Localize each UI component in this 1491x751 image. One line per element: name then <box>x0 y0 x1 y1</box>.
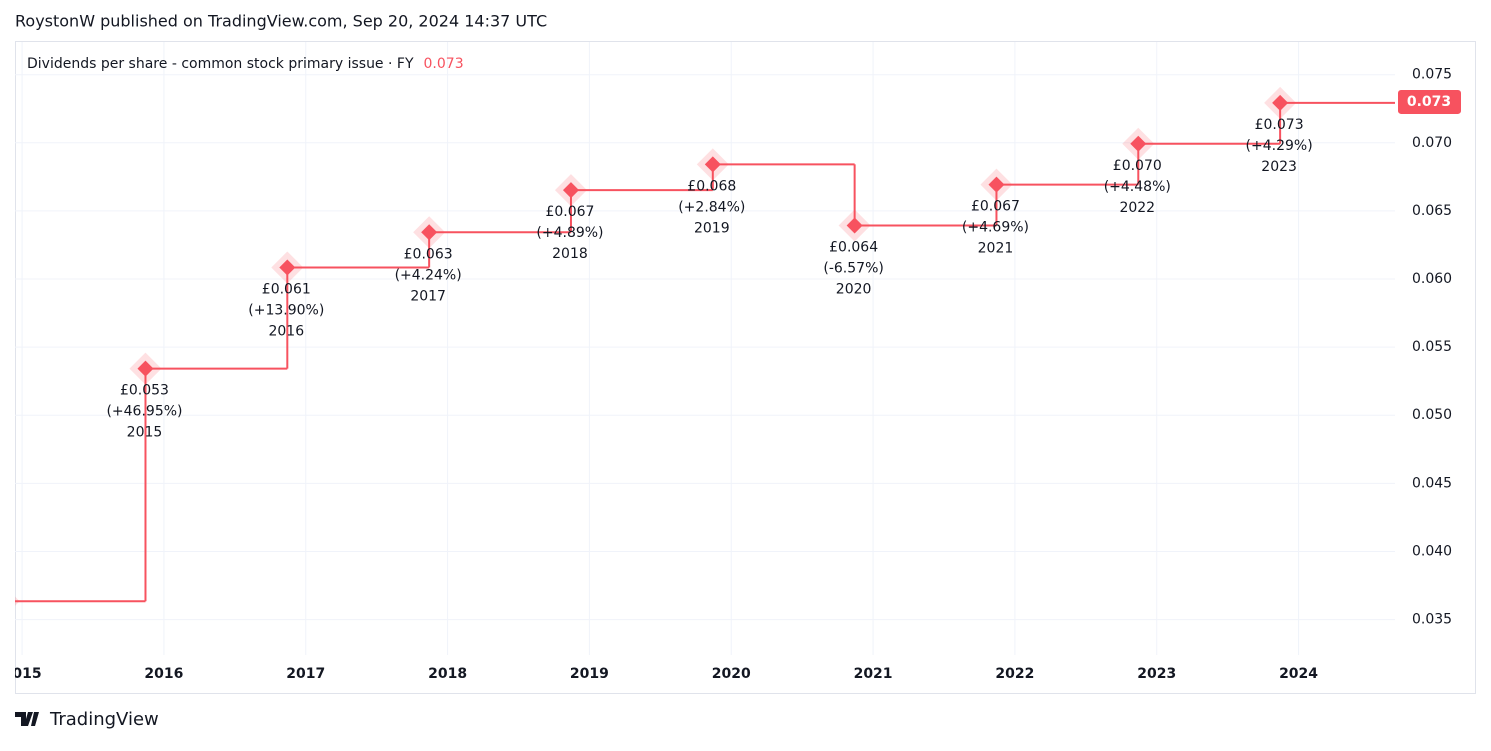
y-tick-label: 0.075 <box>1412 67 1452 83</box>
marker <box>421 224 438 241</box>
value-label: £0.073 <box>1255 117 1304 133</box>
chart-frame <box>15 41 1476 694</box>
x-tick-label: 2016 <box>144 666 183 682</box>
x-tick-label: 2024 <box>1279 666 1318 682</box>
legend-value: 0.073 <box>424 56 464 72</box>
year-label: 2019 <box>694 220 730 236</box>
marker <box>137 360 154 377</box>
change-label: (+4.48%) <box>1104 179 1171 195</box>
marker <box>988 176 1005 193</box>
year-label: 2021 <box>978 241 1014 257</box>
marker <box>1130 135 1147 152</box>
year-label: 2015 <box>127 425 163 441</box>
change-label: (+4.89%) <box>536 225 603 241</box>
value-label: £0.067 <box>971 199 1020 215</box>
year-label: 2020 <box>836 281 872 297</box>
value-label: £0.064 <box>829 239 878 255</box>
grid <box>15 42 1395 655</box>
marker <box>1272 94 1289 111</box>
year-label: 2017 <box>410 288 446 304</box>
value-label: £0.053 <box>120 383 169 399</box>
y-tick-label: 0.040 <box>1412 543 1452 559</box>
value-label: £0.067 <box>545 204 594 220</box>
change-label: (-6.57%) <box>823 260 883 276</box>
year-label: 2016 <box>268 323 304 339</box>
change-label: (+4.69%) <box>962 220 1029 236</box>
change-label: (+4.24%) <box>395 267 462 283</box>
brand-logo <box>15 712 39 726</box>
x-tick-label: 2021 <box>854 666 893 682</box>
y-tick-label: 0.035 <box>1412 612 1452 628</box>
last-value-badge <box>1398 89 1461 114</box>
change-label: (+2.84%) <box>678 199 745 215</box>
year-label: 2022 <box>1119 200 1155 216</box>
year-label: 2018 <box>552 246 588 262</box>
x-tick-label: 2015 <box>3 666 42 682</box>
last-value-label: 0.073 <box>1407 94 1451 110</box>
change-label: (+13.90%) <box>248 302 324 318</box>
y-tick-label: 0.050 <box>1412 407 1452 423</box>
y-axis: 0.035 0.040 0.045 0.050 0.055 0.060 0.065 0.070… <box>1398 67 1461 628</box>
y-tick-label: 0.060 <box>1412 271 1452 287</box>
y-tick-label: 0.065 <box>1412 203 1452 219</box>
x-tick-label: 2023 <box>1137 666 1176 682</box>
change-label: (+4.29%) <box>1246 138 1313 154</box>
marker <box>279 259 296 276</box>
value-label: £0.070 <box>1113 158 1162 174</box>
x-tick-label: 2019 <box>570 666 609 682</box>
brand-name: TradingView <box>49 709 159 730</box>
plot-area: £0.053 (+46.95%) 2015 £0.061 (+13.90%) 2016 £0… <box>0 86 1395 609</box>
change-label: (+46.95%) <box>106 404 182 420</box>
year-label: 2023 <box>1261 159 1297 175</box>
marker <box>846 217 863 234</box>
publisher: RoystonW published on TradingView.com, S… <box>15 12 547 31</box>
x-tick-label: 2020 <box>712 666 751 682</box>
y-tick-label: 0.055 <box>1412 339 1452 355</box>
value-label: £0.063 <box>404 246 453 262</box>
legend-title: Dividends per share - common stock prima… <box>27 56 414 72</box>
marker <box>562 182 579 199</box>
y-tick-label: 0.070 <box>1412 135 1452 151</box>
y-tick-label: 0.045 <box>1412 475 1452 491</box>
x-tick-label: 2017 <box>286 666 325 682</box>
x-tick-label: 2018 <box>428 666 467 682</box>
value-label: £0.068 <box>687 178 736 194</box>
marker <box>0 593 12 609</box>
x-tick-label: 2022 <box>995 666 1034 682</box>
value-label: £0.061 <box>262 281 311 297</box>
x-axis: 2015 2016 2017 2018 2019 2020 2021 2022 2023 2024 <box>3 666 1318 682</box>
marker <box>704 156 721 173</box>
marker-halo <box>15 596 20 606</box>
